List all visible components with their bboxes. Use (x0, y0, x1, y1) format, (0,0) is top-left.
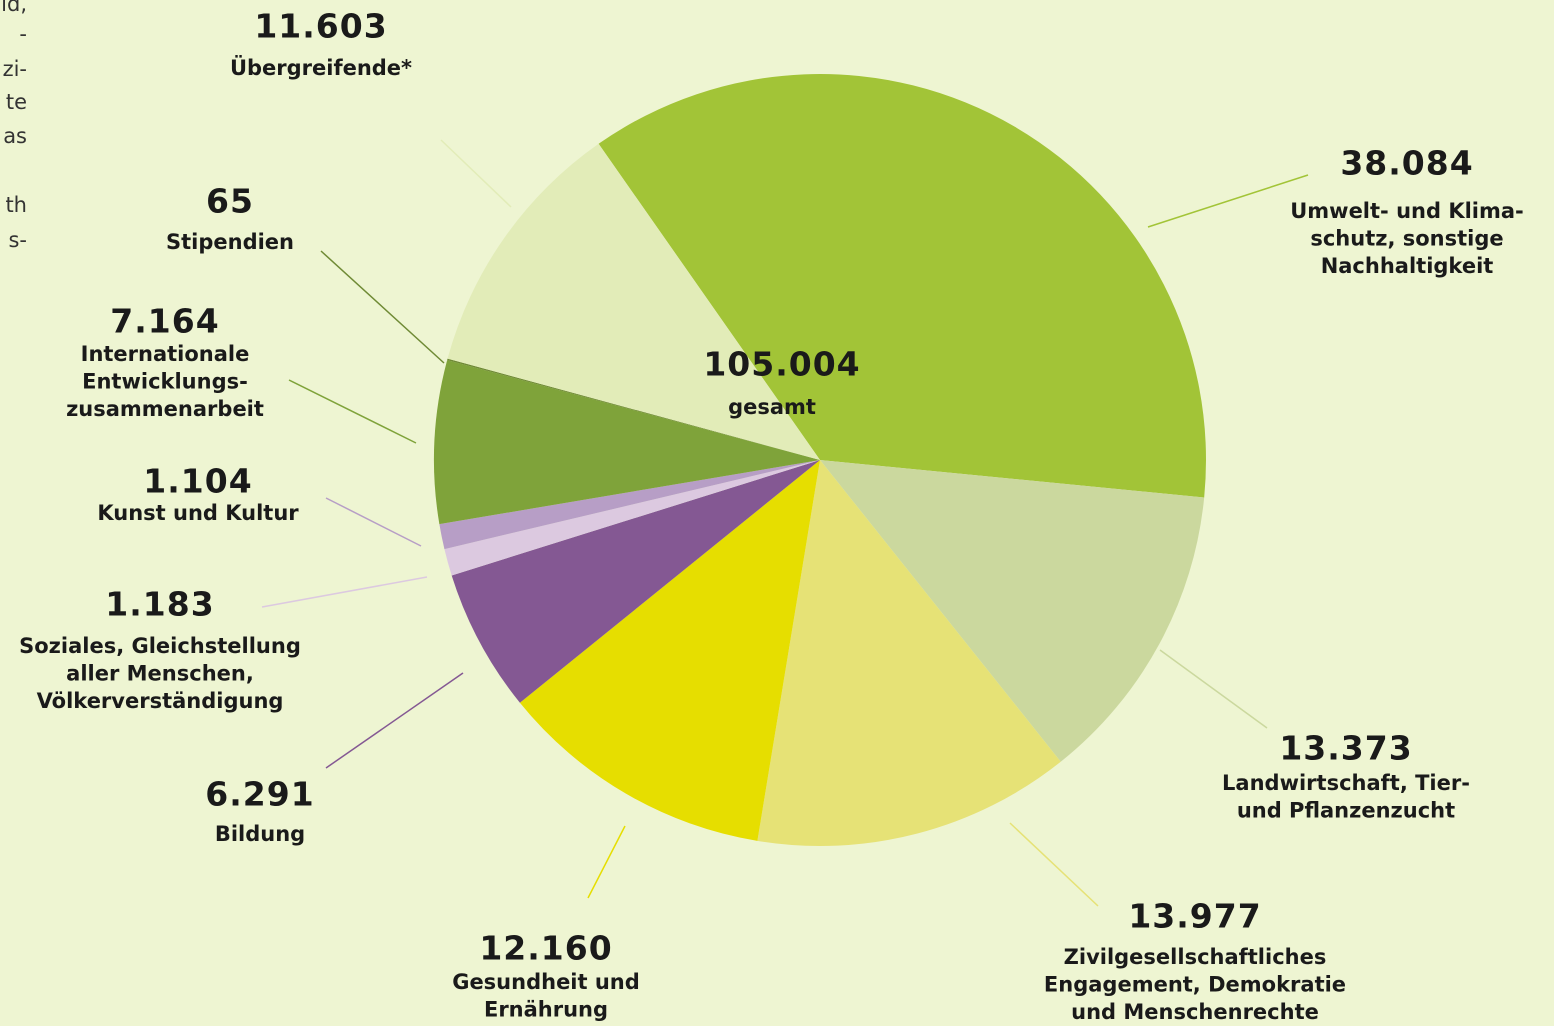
pie-slice (451, 460, 820, 703)
side-text: ld, (1, 0, 27, 16)
category-label: schutz, sonstige (1310, 227, 1503, 251)
side-text: as (3, 124, 27, 148)
category-label: Entwicklungs- (82, 370, 248, 394)
category-label: Zivilgesellschaftliches (1064, 945, 1327, 969)
category-label: Soziales, Gleichstellung (19, 634, 301, 658)
category-label: Internationale (81, 342, 250, 366)
pie-slice (434, 360, 820, 525)
value-label: 13.373 (1279, 729, 1412, 768)
leader-line (440, 139, 512, 208)
side-text: te (6, 90, 27, 114)
leader-line (1147, 174, 1309, 228)
side-text: s- (8, 228, 27, 252)
category-label: Landwirtschaft, Tier- (1222, 771, 1470, 795)
category-label: Engagement, Demokratie (1044, 973, 1346, 997)
category-label: und Pflanzenzucht (1237, 799, 1455, 823)
value-label: 13.977 (1128, 897, 1261, 936)
pie-slice (447, 358, 820, 460)
category-label: zusammenarbeit (66, 397, 264, 421)
category-label: Stipendien (166, 230, 294, 254)
category-label: Umwelt- und Klima- (1290, 199, 1524, 223)
total-value: 105.004 (703, 345, 860, 384)
pie-slice (444, 460, 820, 576)
value-label: 11.603 (254, 7, 387, 46)
leader-line (261, 576, 428, 608)
side-text: - (19, 22, 27, 46)
value-label: 1.183 (105, 585, 214, 624)
side-text: zi- (3, 57, 27, 81)
leader-line (320, 250, 445, 364)
leader-line (1159, 649, 1268, 729)
category-label: Gesundheit und (452, 970, 640, 994)
value-label: 6.291 (205, 775, 314, 814)
pie-slice (439, 460, 820, 550)
pie-slice (447, 143, 820, 460)
category-label: Übergreifende* (230, 55, 412, 80)
category-label: Bildung (215, 822, 305, 846)
pie-slice (820, 460, 1205, 762)
category-label: Nachhaltigkeit (1321, 254, 1494, 278)
leader-line (325, 497, 422, 547)
pie-slice (519, 460, 820, 841)
pie-slice (757, 460, 1061, 847)
value-label: 12.160 (479, 929, 612, 968)
leader-line (325, 672, 464, 769)
side-text: th (5, 193, 27, 217)
category-label: Kunst und Kultur (97, 501, 299, 525)
leader-line (288, 379, 417, 444)
category-label: Völkerverständigung (37, 689, 284, 713)
pie-slice (598, 73, 1206, 498)
category-label: Ernährung (484, 998, 608, 1022)
category-label: und Menschenrechte (1071, 1000, 1319, 1024)
leader-line (1009, 822, 1099, 907)
value-label: 7.164 (110, 302, 219, 341)
category-label: aller Menschen, (66, 662, 254, 686)
leader-line (587, 825, 626, 899)
value-label: 65 (206, 182, 254, 221)
value-label: 38.084 (1340, 144, 1473, 183)
total-name: gesamt (728, 395, 816, 419)
value-label: 1.104 (143, 462, 252, 501)
